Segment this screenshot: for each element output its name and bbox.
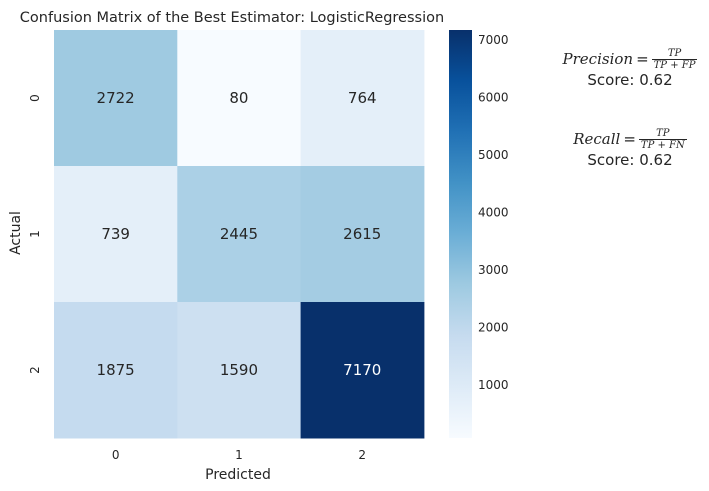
precision-equals: = [636, 50, 649, 69]
cell-value-label: 1590 [220, 361, 258, 379]
y-tick-labels: 0 1 2 [28, 94, 42, 374]
x-tick-label: 1 [235, 448, 243, 462]
heatmap-cell [177, 302, 302, 439]
cell-value-label: 2615 [343, 225, 381, 243]
heatmap-cell [300, 30, 425, 167]
precision-denominator: TP + FP [651, 59, 698, 71]
y-tick-label: 0 [28, 94, 42, 102]
precision-fraction: TP TP + FP [651, 48, 698, 71]
precision-numerator: TP [667, 48, 682, 59]
heatmap-cell [54, 166, 178, 303]
cell-value-label: 2722 [97, 89, 135, 107]
cell-value-label: 764 [348, 89, 377, 107]
y-tick-label: 2 [28, 366, 42, 374]
cell-value-label: 1875 [97, 361, 135, 379]
chart-title: Confusion Matrix of the Best Estimator: … [20, 10, 444, 26]
heatmap-cell [300, 302, 425, 439]
cell-value-label: 7170 [343, 361, 381, 379]
heatmap-cells: 2722 80 764 739 2445 2615 1875 1590 7170 [54, 30, 425, 439]
recall-denominator: TP + FN [638, 139, 687, 151]
precision-label: Precision [562, 50, 634, 69]
recall-numerator: TP [656, 128, 670, 139]
colorbar-tick-label: 1000 [478, 378, 509, 392]
colorbar-tick-label: 5000 [478, 148, 509, 162]
x-tick-labels: 0 1 2 [112, 448, 366, 462]
x-tick-label: 0 [112, 448, 120, 462]
colorbar-tick-label: 4000 [478, 205, 509, 219]
heatmap-cell [54, 30, 178, 167]
y-tick-label: 1 [28, 230, 42, 238]
colorbar [449, 30, 472, 438]
colorbar-tick-label: 3000 [478, 263, 509, 277]
heatmap-cell [177, 30, 302, 167]
y-axis-label: Actual [8, 211, 24, 255]
heatmap-cell [300, 166, 425, 303]
x-tick-label: 2 [358, 448, 366, 462]
precision-annotation: Precision = TP TP + FP Score: 0.62 [530, 48, 709, 90]
cell-value-label: 80 [229, 89, 248, 107]
recall-score: Score: 0.62 [587, 151, 673, 169]
heatmap-cell [177, 166, 302, 303]
colorbar-tick-label: 7000 [478, 33, 509, 47]
recall-label: Recall [573, 130, 621, 149]
x-axis-label: Predicted [205, 467, 271, 483]
colorbar-tick-label: 2000 [478, 321, 509, 335]
heatmap-cell [54, 302, 178, 439]
recall-fraction: TP TP + FN [638, 128, 687, 151]
cell-value-label: 2445 [220, 225, 258, 243]
precision-score: Score: 0.62 [587, 71, 673, 89]
recall-equals: = [623, 130, 636, 149]
colorbar-tick-label: 6000 [478, 90, 509, 104]
colorbar-tick-labels: 1000 2000 3000 4000 5000 6000 7000 [478, 33, 509, 392]
recall-annotation: Recall = TP TP + FN Score: 0.62 [530, 128, 709, 170]
cell-value-label: 739 [101, 225, 130, 243]
